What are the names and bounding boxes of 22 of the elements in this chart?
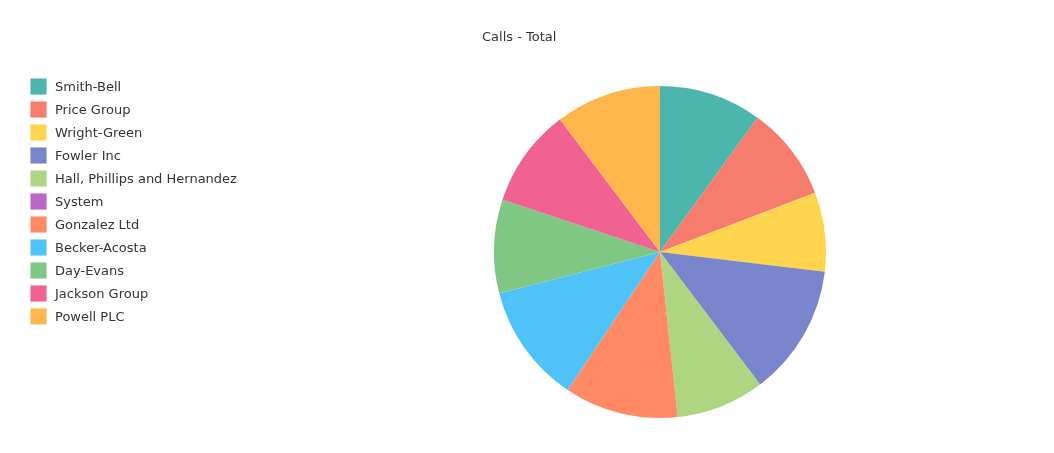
legend-label: Hall, Phillips and Hernandez bbox=[55, 170, 238, 186]
legend-label: Smith-Bell bbox=[55, 78, 122, 94]
pie-slice bbox=[660, 252, 761, 418]
chart-title: Calls - Total bbox=[482, 29, 557, 44]
legend-label: System bbox=[55, 193, 104, 209]
pie-slice bbox=[567, 252, 678, 418]
legend-label: Wright-Green bbox=[55, 124, 143, 140]
pie-slice bbox=[660, 192, 826, 272]
pie-slice bbox=[502, 119, 660, 252]
legend-label: Day-Evans bbox=[55, 262, 125, 278]
pie-slice bbox=[494, 199, 660, 294]
legend-label: Powell PLC bbox=[55, 308, 125, 324]
legend-label: Price Group bbox=[55, 101, 131, 117]
pie-slice bbox=[559, 86, 660, 252]
pie-slice bbox=[660, 252, 825, 385]
pie-slice bbox=[660, 86, 758, 252]
legend-label: Gonzalez Ltd bbox=[55, 216, 140, 232]
pie-slice bbox=[499, 252, 660, 390]
legend-label: Fowler Inc bbox=[55, 147, 121, 163]
legend-label: Jackson Group bbox=[54, 285, 149, 301]
pie-slice bbox=[660, 117, 816, 252]
legend-label: Becker-Acosta bbox=[55, 239, 147, 255]
